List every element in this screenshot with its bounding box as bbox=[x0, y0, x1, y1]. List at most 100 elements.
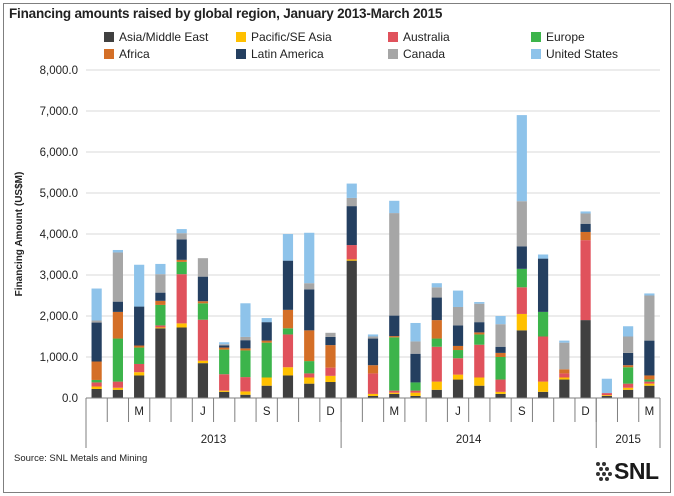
bar-segment-pacific-se-asia bbox=[282, 367, 294, 376]
bar-segment-australia bbox=[282, 334, 294, 368]
bar-segment-australia bbox=[197, 319, 209, 361]
y-tick-label: 6,000.0 bbox=[40, 147, 78, 159]
bar-segment-pacific-se-asia bbox=[91, 386, 102, 389]
bar-segment-australia bbox=[495, 379, 506, 392]
bar-segment-latin-america bbox=[219, 345, 230, 348]
bar-segment-united-states bbox=[367, 334, 379, 337]
bar-segment-latin-america bbox=[623, 352, 634, 366]
bar-segment-africa bbox=[495, 352, 506, 357]
bar-segment-canada bbox=[197, 258, 209, 277]
y-tick-label: 7,000.0 bbox=[40, 106, 78, 118]
bar-segment-africa bbox=[155, 300, 166, 305]
y-tick-label: 0.0 bbox=[62, 393, 78, 405]
bar-segment-latin-america bbox=[176, 239, 187, 260]
bar-segment-latin-america bbox=[304, 289, 315, 331]
bar-segment-australia bbox=[240, 377, 251, 392]
bar-segment-africa bbox=[325, 345, 336, 368]
bar-segment-africa bbox=[176, 259, 187, 262]
bar-segment-united-states bbox=[304, 232, 315, 284]
bar-segment-united-states bbox=[261, 318, 272, 323]
bar-segment-pacific-se-asia bbox=[559, 377, 570, 380]
bar-segment-canada bbox=[112, 252, 123, 302]
bar-segment-europe bbox=[304, 361, 315, 374]
bar-segment-latin-america bbox=[134, 306, 145, 346]
bar-segment-asia-middle-east bbox=[91, 388, 102, 398]
bar-segment-africa bbox=[580, 231, 591, 241]
bar-segment-pacific-se-asia bbox=[112, 387, 123, 390]
bar-segment-canada bbox=[452, 306, 464, 326]
bar-segment-united-states bbox=[91, 288, 102, 321]
bar-segment-united-states bbox=[134, 264, 145, 307]
bar-segment-australia bbox=[91, 382, 102, 387]
bar-segment-australia bbox=[580, 240, 591, 321]
legend-swatch bbox=[104, 32, 114, 42]
bar-segment-europe bbox=[410, 382, 421, 391]
bar-segment-pacific-se-asia bbox=[537, 381, 549, 392]
bar-segment-europe bbox=[495, 357, 506, 380]
bar-segment-asia-middle-east bbox=[367, 395, 379, 398]
bar-segment-canada bbox=[559, 342, 570, 370]
bar-segment-europe bbox=[282, 328, 294, 335]
bar-segment-latin-america bbox=[197, 276, 209, 302]
legend-swatch bbox=[388, 32, 398, 42]
bar-segment-europe bbox=[389, 337, 400, 391]
bar-segment-latin-america bbox=[155, 292, 166, 301]
bar-segment-united-states bbox=[537, 254, 549, 259]
bar-segment-asia-middle-east bbox=[282, 375, 294, 398]
bar-segment-pacific-se-asia bbox=[197, 360, 209, 364]
bar-segment-united-states bbox=[282, 234, 294, 261]
bar-segment-australia bbox=[219, 374, 230, 391]
source-note: Source: SNL Metals and Mining bbox=[14, 453, 148, 464]
bar-segment-australia bbox=[537, 336, 549, 382]
bar-segment-asia-middle-east bbox=[580, 320, 591, 398]
bar-segment-pacific-se-asia bbox=[176, 323, 187, 328]
bar-segment-asia-middle-east bbox=[304, 383, 315, 398]
bar-segment-asia-middle-east bbox=[389, 393, 400, 398]
bar-segment-europe bbox=[219, 349, 230, 375]
bar-segment-latin-america bbox=[389, 315, 400, 337]
bar-segment-united-states bbox=[495, 316, 506, 325]
bar-segment-canada bbox=[410, 341, 421, 354]
legend-label: Pacific/SE Asia bbox=[251, 30, 332, 44]
bar-segment-canada bbox=[516, 201, 527, 247]
bar-segment-latin-america bbox=[410, 353, 421, 383]
bar-segment-united-states bbox=[559, 340, 570, 343]
y-tick-label: 8,000.0 bbox=[40, 65, 78, 77]
bar-segment-europe bbox=[155, 304, 166, 326]
bar-segment-africa bbox=[431, 320, 442, 339]
bar-segment-europe bbox=[176, 261, 187, 275]
bar-segment-australia bbox=[410, 390, 421, 393]
bar-segment-latin-america bbox=[644, 340, 655, 376]
bar-segment-europe bbox=[431, 338, 442, 347]
bar-segment-pacific-se-asia bbox=[155, 327, 166, 329]
bar-segment-asia-middle-east bbox=[601, 395, 612, 398]
legend-label: Europe bbox=[546, 30, 585, 44]
bar-segment-australia bbox=[389, 390, 400, 393]
bar-segment-united-states bbox=[452, 290, 464, 307]
bar-segment-united-states bbox=[474, 302, 485, 304]
bar-segment-pacific-se-asia bbox=[261, 377, 272, 386]
bar-segment-africa bbox=[112, 311, 123, 339]
legend-swatch bbox=[388, 49, 398, 59]
bar-segment-united-states bbox=[346, 183, 357, 198]
chart-title: Financing amounts raised by global regio… bbox=[9, 6, 443, 21]
bar-segment-europe bbox=[474, 334, 485, 345]
bar-segment-africa bbox=[240, 348, 251, 351]
bar-segment-asia-middle-east bbox=[410, 395, 421, 398]
bar-segment-latin-america bbox=[112, 301, 123, 312]
bar-segment-asia-middle-east bbox=[325, 382, 336, 398]
bar-segment-asia-middle-east bbox=[431, 389, 442, 398]
bar-segment-canada bbox=[240, 336, 251, 341]
bar-segment-europe bbox=[261, 342, 272, 378]
bar-segment-canada bbox=[325, 332, 336, 337]
bar-segment-europe bbox=[112, 338, 123, 382]
bar-segment-asia-middle-east bbox=[261, 385, 272, 398]
y-axis-title: Financing Amount (US$M) bbox=[14, 172, 25, 297]
x-tick-label: M bbox=[134, 406, 144, 418]
bar-segment-pacific-se-asia bbox=[389, 392, 400, 394]
bar-segment-asia-middle-east bbox=[176, 327, 187, 398]
legend-label: Canada bbox=[403, 47, 445, 61]
bar-segment-united-states bbox=[176, 229, 187, 234]
bar-segment-latin-america bbox=[325, 336, 336, 346]
bar-segment-europe bbox=[537, 311, 549, 337]
